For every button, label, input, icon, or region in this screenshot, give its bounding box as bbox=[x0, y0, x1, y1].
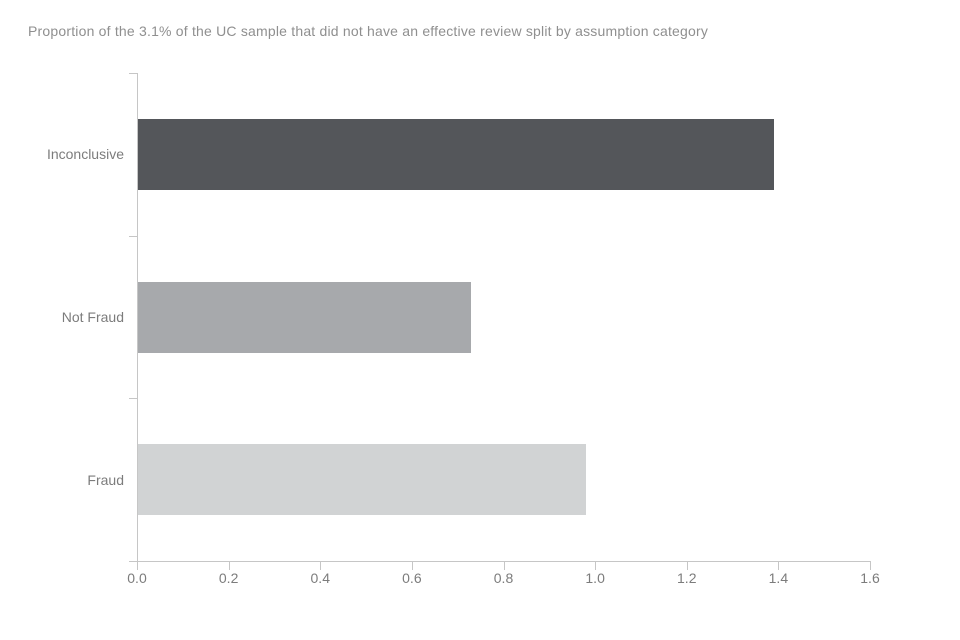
category-label: Not Fraud bbox=[61, 309, 124, 325]
x-axis-tick bbox=[778, 562, 780, 570]
y-axis-tick bbox=[129, 73, 137, 74]
x-tick-label: 1.6 bbox=[860, 570, 880, 586]
y-axis-tick bbox=[129, 561, 137, 562]
x-axis-tick bbox=[411, 562, 413, 570]
x-tick-label: 0.6 bbox=[402, 570, 422, 586]
x-axis-tick bbox=[503, 562, 505, 570]
y-axis-tick bbox=[129, 235, 137, 237]
x-tick-label: 0.0 bbox=[127, 570, 147, 586]
x-axis-tick bbox=[320, 562, 322, 570]
x-axis-tick bbox=[686, 562, 688, 570]
category-label: Inconclusive bbox=[46, 146, 124, 163]
x-tick-label: 0.2 bbox=[218, 570, 239, 586]
x-axis-tick bbox=[228, 562, 230, 570]
x-tick-label: 1.4 bbox=[768, 570, 789, 586]
bar-inconclusive bbox=[138, 118, 774, 190]
x-tick-label: 0.8 bbox=[493, 570, 514, 586]
x-tick-label: 0.4 bbox=[310, 570, 330, 586]
x-axis-tick bbox=[870, 562, 871, 570]
y-axis-tick bbox=[129, 398, 137, 400]
bar-not-fraud bbox=[138, 281, 472, 353]
x-axis-tick bbox=[595, 562, 597, 570]
x-axis-tick bbox=[137, 562, 138, 570]
y-axis-line bbox=[137, 73, 138, 562]
x-axis-line bbox=[137, 561, 871, 562]
x-tick-label: 1.2 bbox=[677, 570, 697, 586]
category-label: Fraud bbox=[87, 471, 124, 488]
chart-title: Proportion of the 3.1% of the UC sample … bbox=[28, 23, 709, 39]
x-tick-label: 1.0 bbox=[585, 570, 605, 586]
bar-fraud bbox=[138, 444, 586, 516]
